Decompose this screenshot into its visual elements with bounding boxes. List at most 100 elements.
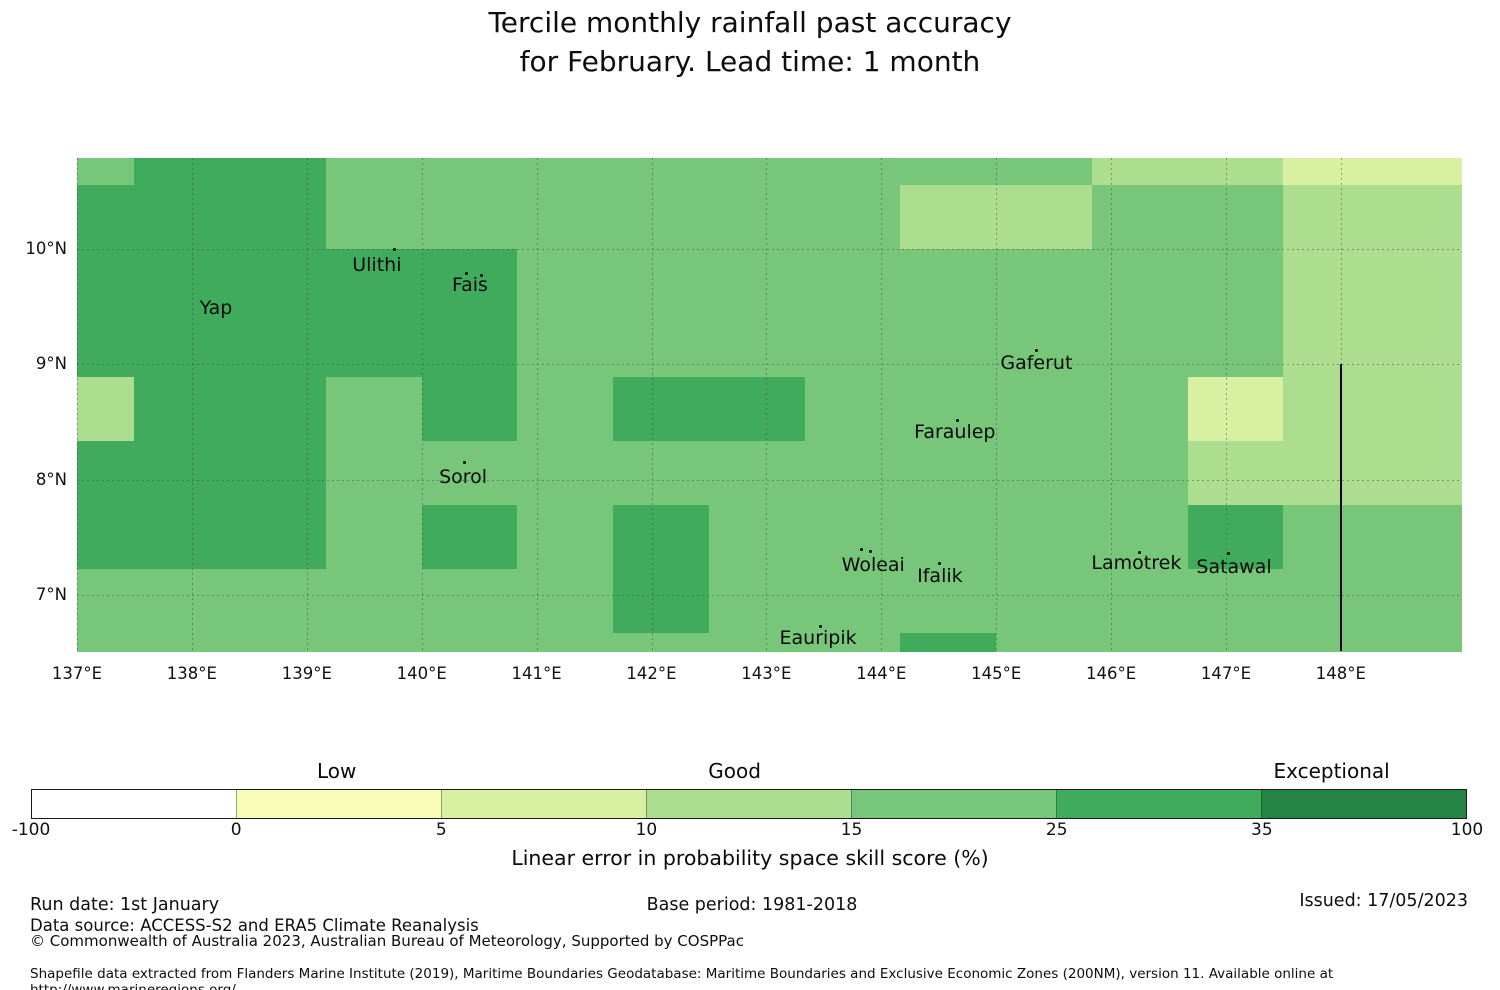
heatmap-cell <box>900 313 997 378</box>
heatmap-cell <box>900 633 997 652</box>
heatmap-cell <box>996 313 1093 378</box>
heatmap-cell <box>421 633 518 652</box>
heatmap-cell <box>421 157 518 186</box>
island-label: Gaferut <box>1000 352 1073 375</box>
heatmap-cell <box>1091 157 1189 186</box>
heatmap-cell <box>134 184 231 250</box>
heatmap-cell <box>230 377 327 442</box>
heatmap-cell <box>804 184 901 250</box>
eez-boundary-line <box>1340 364 1342 652</box>
heatmap-cell <box>1379 505 1463 570</box>
heatmap-cell <box>421 505 518 570</box>
heatmap-cell <box>134 505 231 570</box>
heatmap-cell <box>804 505 901 570</box>
x-axis-tick-label: 146°E <box>1086 664 1137 684</box>
heatmap-cell <box>804 249 901 314</box>
x-axis-tick-label: 141°E <box>511 664 562 684</box>
x-axis-tick-label: 140°E <box>396 664 447 684</box>
x-axis-tick-label: 138°E <box>166 664 217 684</box>
heatmap-cell <box>1379 633 1463 652</box>
heatmap-cell <box>517 441 614 506</box>
heatmap-cell <box>1091 249 1189 314</box>
heatmap-cell <box>325 633 423 652</box>
colorbar-category-label: Exceptional <box>1273 759 1390 783</box>
colorbar-segment <box>441 790 646 818</box>
heatmap-cell <box>708 505 806 570</box>
longitude-gridline <box>1226 157 1227 652</box>
heatmap-cell <box>230 569 327 634</box>
heatmap-cell <box>900 249 997 314</box>
heatmap-cell <box>1283 569 1380 634</box>
colorbar-tick-label: 10 <box>635 820 658 840</box>
longitude-gridline <box>536 157 538 652</box>
colorbar-tick-label: -100 <box>11 820 51 840</box>
heatmap-cell <box>1187 249 1284 314</box>
longitude-gridline <box>1111 157 1113 652</box>
heatmap-cell <box>708 377 806 442</box>
heatmap-cell <box>1283 441 1380 506</box>
title-line-1: Tercile monthly rainfall past accuracy <box>488 6 1012 39</box>
x-axis-tick-label: 142°E <box>626 664 677 684</box>
heatmap-cell <box>613 157 710 186</box>
island-label: Lamotrek <box>1091 551 1182 574</box>
longitude-gridline <box>306 157 308 652</box>
x-axis-tick-label: 143°E <box>741 664 792 684</box>
heatmap-cell <box>230 505 327 570</box>
colorbar-tick-label: 35 <box>1251 820 1273 840</box>
title-line-2: for February. Lead time: 1 month <box>519 45 981 78</box>
heatmap-cell <box>996 633 1093 652</box>
heatmap-cell <box>325 184 423 250</box>
heatmap-cell <box>517 569 614 634</box>
x-axis-tick-label: 148°E <box>1315 664 1366 684</box>
heatmap-cell <box>77 313 135 378</box>
colorbar-title: Linear error in probability space skill … <box>511 846 989 870</box>
colorbar-segment <box>1056 790 1261 818</box>
island-dot-marker <box>938 562 942 566</box>
heatmap-cell <box>708 184 806 250</box>
heatmap-cell <box>1379 441 1463 506</box>
heatmap-cell <box>134 633 231 652</box>
heatmap-cell <box>996 157 1093 186</box>
heatmap-cell <box>77 249 135 314</box>
heatmap-cell <box>1283 505 1380 570</box>
longitude-gridline <box>77 157 78 652</box>
heatmap-cell <box>134 377 231 442</box>
island-label: Sorol <box>439 466 488 489</box>
heatmap-cell <box>325 569 423 634</box>
heatmap-cell <box>1379 313 1463 378</box>
island-dot-marker <box>465 271 468 275</box>
heatmap-cell <box>77 184 135 250</box>
heatmap-cell <box>230 441 327 506</box>
heatmap-cell <box>77 377 135 442</box>
heatmap-cell <box>1187 184 1284 250</box>
issued-date-text: Issued: 17/05/2023 <box>1299 891 1468 911</box>
colorbar-category-label: Low <box>316 759 357 783</box>
heatmap-cell <box>900 505 997 570</box>
island-dot-marker <box>1226 551 1230 555</box>
heatmap-cell <box>517 249 614 314</box>
heatmap-cell <box>134 157 231 186</box>
heatmap-cell <box>1091 505 1189 570</box>
heatmap-cell <box>708 441 806 506</box>
y-axis-tick-label: 10°N <box>25 239 67 258</box>
latitude-gridline <box>77 594 1462 596</box>
colorbar-tick-label: 25 <box>1045 820 1068 840</box>
heatmap-cell <box>1379 184 1463 250</box>
latitude-gridline <box>77 479 1462 481</box>
heatmap-cell <box>708 313 806 378</box>
heatmap-cell <box>804 377 901 442</box>
colorbar-segment <box>1261 790 1466 818</box>
x-axis-tick-label: 147°E <box>1200 664 1252 684</box>
copyright-text: © Commonwealth of Australia 2023, Austra… <box>30 932 744 950</box>
heatmap-cell <box>517 505 614 570</box>
heatmap-cell <box>1283 377 1380 442</box>
heatmap-cell <box>1379 377 1463 442</box>
heatmap-cell <box>804 157 901 186</box>
heatmap-cell <box>900 377 997 442</box>
heatmap-cell <box>900 184 997 250</box>
y-axis-tick-label: 7°N <box>35 584 67 604</box>
heatmap-cell <box>230 633 327 652</box>
heatmap-cell <box>613 313 710 378</box>
heatmap-cell <box>230 313 327 378</box>
heatmap-cell <box>1091 633 1189 652</box>
